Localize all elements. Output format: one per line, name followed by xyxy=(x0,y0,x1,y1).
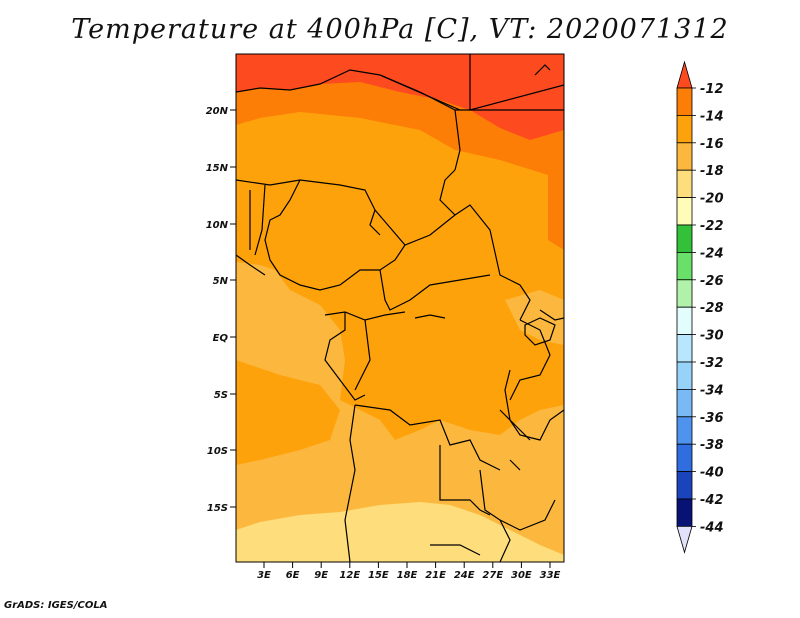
colorbar-segment xyxy=(676,306,693,336)
colorbar-label: -30 xyxy=(700,329,724,344)
colorbar-label: -12 xyxy=(700,82,724,97)
lat-tick-label: 15S xyxy=(207,503,228,514)
lakes xyxy=(414,64,556,471)
colorbar-label: -26 xyxy=(700,274,724,289)
colorbar-label: -24 xyxy=(700,246,724,261)
colorbar-segment xyxy=(676,443,693,473)
lon-tick-label: 3E xyxy=(257,570,271,581)
lat-tick-label: EQ xyxy=(213,333,229,344)
lon-tick-label: 9E xyxy=(314,570,328,581)
colorbar-segment xyxy=(676,279,693,308)
colorbar-segment xyxy=(676,334,693,363)
lon-tick-label: 12E xyxy=(339,570,360,581)
colorbar-segment xyxy=(676,471,693,500)
country-borders xyxy=(236,54,564,562)
lat-tick-label: 5S xyxy=(214,390,228,401)
lon-tick-label: 21E xyxy=(425,570,446,581)
colorbar-segment xyxy=(676,416,693,445)
colorbar-segment xyxy=(676,361,693,390)
lat-tick-label: 5N xyxy=(213,276,229,287)
lat-tick-label: 20N xyxy=(206,106,229,117)
field-18-16-east xyxy=(505,290,564,345)
grads-credit: GrADS: IGES/COLA xyxy=(4,600,108,611)
lon-tick-label: 18E xyxy=(397,570,418,581)
lon-tick-label: 30E xyxy=(511,570,532,581)
colorbar-label: -32 xyxy=(700,356,724,371)
colorbar-label: -34 xyxy=(700,383,724,398)
colorbar-label: -18 xyxy=(700,164,724,179)
temperature-field xyxy=(236,54,564,562)
colorbar-segment xyxy=(676,142,693,171)
colorbar-segment xyxy=(676,197,693,226)
colorbar-label: -40 xyxy=(700,466,724,481)
colorbar-segment xyxy=(676,388,693,418)
lon-tick-label: 6E xyxy=(286,570,300,581)
colorbar-label: -38 xyxy=(700,438,724,453)
colorbar-segment xyxy=(676,224,693,253)
colorbar-top-triangle xyxy=(676,60,693,89)
colorbar-label: -42 xyxy=(700,493,724,508)
field-16-14-sw xyxy=(236,360,340,465)
colorbar-segment xyxy=(676,87,693,116)
colorbar-label: -22 xyxy=(700,219,724,234)
field-20-18 xyxy=(236,502,564,562)
colorbar-label: -14 xyxy=(700,109,724,124)
colorbar-segment xyxy=(676,251,693,281)
map-frame xyxy=(235,53,565,563)
latitude-axis: 20N 15N 10N 5N EQ 5S 10S 15S xyxy=(206,106,236,514)
colorbar-label: -16 xyxy=(700,137,724,152)
lon-tick-label: 24E xyxy=(454,570,475,581)
colorbar-segment xyxy=(676,498,693,527)
lon-tick-label: 15E xyxy=(368,570,389,581)
colorbar-segment xyxy=(676,169,693,198)
lat-tick-label: 10N xyxy=(206,220,229,231)
lon-tick-label: 27E xyxy=(482,570,503,581)
lon-tick-label: 33E xyxy=(540,570,561,581)
colorbar-label: -44 xyxy=(700,520,724,535)
colorbar-label: -20 xyxy=(700,192,724,207)
colorbar-label: -36 xyxy=(700,411,724,426)
colorbar-bottom-triangle xyxy=(676,526,693,554)
field-above-12 xyxy=(236,54,564,140)
map-title: Temperature at 400hPa [C], VT: 202007131… xyxy=(71,14,729,45)
longitude-axis: 3E 6E 9E 12E 15E 18E 21E 24E 27E 30E 33E xyxy=(257,562,561,581)
colorbar-segment xyxy=(676,115,693,144)
lat-tick-label: 15N xyxy=(206,163,229,174)
colorbar-label: -28 xyxy=(700,301,724,316)
lat-tick-label: 10S xyxy=(207,446,228,457)
colorbar: -12 -14 -16 -18 -20 -22 -24 -26 -28 -30 -32 -34 -36 -… xyxy=(676,60,724,554)
